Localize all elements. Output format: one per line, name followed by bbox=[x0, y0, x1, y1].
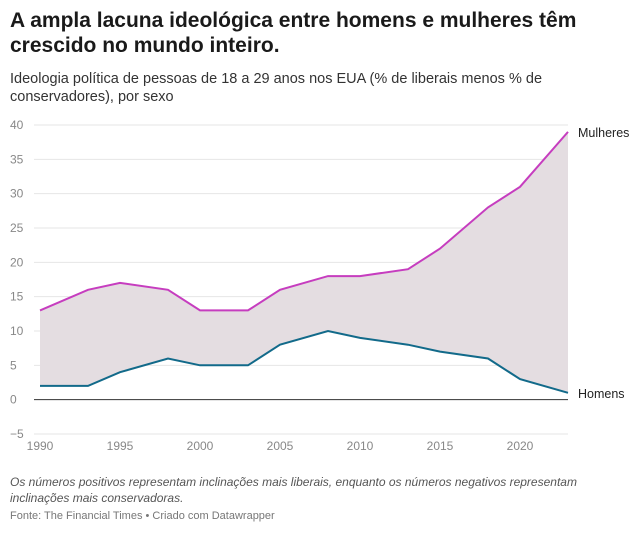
series-line-mulheres bbox=[39, 131, 569, 312]
y-tick-label: −5 bbox=[10, 427, 24, 441]
chart-title: A ampla lacuna ideológica entre homens e… bbox=[10, 9, 577, 57]
chart-subtitle: Ideologia política de pessoas de 18 a 29… bbox=[10, 71, 543, 105]
chart-note: Os números positivos representam inclina… bbox=[10, 475, 577, 505]
y-tick-label: 5 bbox=[10, 358, 17, 372]
x-tick-labels: 1990 1995 2000 2005 2010 2015 2020 bbox=[27, 439, 534, 453]
y-tick-label: 15 bbox=[10, 290, 24, 304]
x-tick-label: 1990 bbox=[27, 439, 54, 453]
x-tick-label: 1995 bbox=[107, 439, 134, 453]
y-tick-label: 0 bbox=[10, 393, 17, 407]
series-label-mulheres: Mulheres bbox=[578, 126, 629, 140]
y-tick-label: 40 bbox=[10, 118, 24, 132]
y-tick-label: 35 bbox=[10, 152, 24, 166]
chart-area: −5 0 5 10 15 20 25 30 35 40 1990 1995 2000 2005 2010 2… bbox=[10, 118, 629, 453]
x-tick-label: 2015 bbox=[427, 439, 454, 453]
y-tick-label: 30 bbox=[10, 187, 24, 201]
x-tick-label: 2010 bbox=[347, 439, 374, 453]
y-tick-label: 10 bbox=[10, 324, 24, 338]
series-label-homens: Homens bbox=[578, 387, 625, 401]
y-tick-labels: −5 0 5 10 15 20 25 30 35 40 bbox=[10, 118, 24, 441]
x-tick-label: 2020 bbox=[507, 439, 534, 453]
x-tick-label: 2005 bbox=[267, 439, 294, 453]
chart-source: Fonte: The Financial Times • Criado com … bbox=[10, 510, 275, 522]
gap-area bbox=[40, 131, 568, 393]
y-tick-label: 25 bbox=[10, 221, 24, 235]
x-tick-label: 2000 bbox=[187, 439, 214, 453]
series-line-homens bbox=[40, 329, 569, 394]
y-tick-label: 20 bbox=[10, 255, 24, 269]
